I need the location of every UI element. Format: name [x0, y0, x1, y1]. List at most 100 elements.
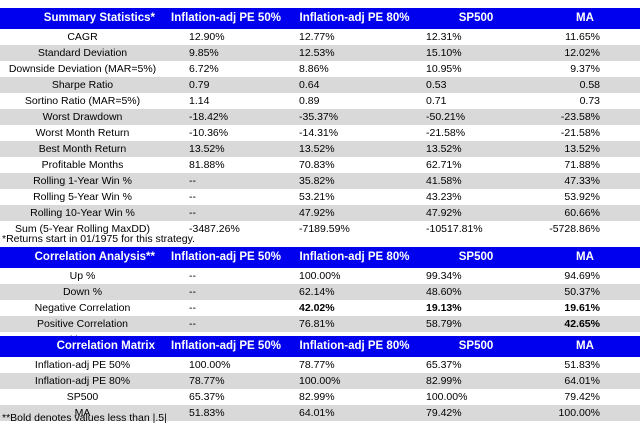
cell-pe80: 0.64: [287, 77, 422, 93]
cell-sp500: -21.58%: [426, 127, 466, 139]
summary-row: Rolling 5-Year Win % -- 53.21% 43.23% 53.92%: [0, 189, 640, 205]
cell-ma: 100.00%: [530, 405, 640, 421]
summary-row: Rolling 10-Year Win % -- 47.92% 47.92% 60.66…: [0, 205, 640, 221]
row-label: MA: [0, 405, 165, 421]
summary-row: Best Month Return 13.52% 13.52% 13.52% 13.52…: [0, 141, 640, 157]
cell-pe50: 12.90%: [189, 31, 225, 43]
cell-pe50: -3487.26%: [189, 223, 240, 235]
row-label: Inflation-adj PE 50%: [34, 359, 131, 371]
row-label: Sortino Ratio (MAR=5%): [24, 95, 141, 107]
cell-pe50: 9.85%: [165, 45, 287, 61]
cell-sp500: 13.52%: [422, 141, 530, 157]
cell-pe50: 78.77%: [165, 373, 287, 389]
cell-ma: 12.02%: [530, 45, 640, 61]
cell-ma: 64.01%: [530, 373, 640, 389]
row-label: CAGR: [67, 31, 98, 43]
cell-sp500: 0.71: [426, 95, 447, 107]
matrix-row: Inflation-adj PE 50% 100.00% 78.77% 65.37% 5…: [0, 357, 640, 373]
cell-pe80: 64.01%: [287, 405, 422, 421]
cell-ma: 11.65%: [565, 31, 600, 43]
row-label: Sum (5-Year Rolling MaxDD): [15, 223, 150, 235]
cell-ma: 9.37%: [570, 63, 600, 75]
cell-pe50: --: [189, 270, 196, 282]
row-label: Sharpe Ratio: [0, 77, 165, 93]
cell-pe50: 81.88%: [189, 159, 225, 171]
cell-pe50: 0.79: [165, 77, 287, 93]
cell-sp500: 79.42%: [422, 405, 530, 421]
cell-pe80: -35.37%: [287, 109, 422, 125]
cell-ma: 71.88%: [564, 159, 600, 171]
matrix-row: MA 51.83% 64.01% 79.42% 100.00%: [0, 405, 640, 421]
row-label: Worst Month Return: [35, 127, 130, 139]
cell-pe80: 62.14%: [287, 284, 422, 300]
cell-pe50: -18.42%: [165, 109, 287, 125]
cell-pe80: 35.82%: [287, 173, 422, 189]
cell-pe50: 100.00%: [189, 359, 231, 371]
cell-pe50: 51.83%: [165, 405, 287, 421]
column-header-sp500: SP500: [422, 8, 530, 29]
cell-sp500: 48.60%: [422, 284, 530, 300]
column-header-pe80: Inflation-adj PE 80%: [287, 336, 422, 357]
correlation-row: Negative Correlation -- 42.02% 19.13% 19.61%: [0, 300, 640, 316]
column-header-pe50: Inflation-adj PE 50%: [165, 8, 287, 29]
cell-sp500: 100.00%: [426, 391, 468, 403]
row-label: SP500: [66, 391, 99, 403]
summary-row: Worst Month Return -10.36% -14.31% -21.58% -…: [0, 125, 640, 141]
row-label: Best Month Return: [0, 141, 165, 157]
cell-ma: 19.61%: [564, 302, 600, 314]
cell-pe50: 6.72%: [189, 63, 219, 75]
cell-ma: 53.92%: [564, 191, 600, 203]
summary-row: Downside Deviation (MAR=5%) 6.72% 8.86% 10.…: [0, 61, 640, 77]
cell-sp500: 99.34%: [426, 270, 462, 282]
cell-pe50: --: [165, 284, 287, 300]
cell-pe80: 76.81%: [287, 316, 422, 332]
cell-sp500: 47.92%: [422, 205, 530, 221]
correlation-row: Up % -- 100.00% 99.34% 94.69%: [0, 268, 640, 284]
summary-footnote: *Returns start in 01/1975 for this strat…: [2, 233, 195, 245]
cell-sp500: 43.23%: [426, 191, 462, 203]
cell-pe50: 13.52%: [165, 141, 287, 157]
row-label: Standard Deviation: [0, 45, 165, 61]
cell-sp500: 19.13%: [426, 302, 462, 314]
summary-row: Sortino Ratio (MAR=5%) 1.14 0.89 0.71 0.73: [0, 93, 640, 109]
summary-row: Sum (5-Year Rolling MaxDD) -3487.26% -7189…: [0, 221, 640, 237]
summary-row: Profitable Months 81.88% 70.83% 62.71% 71.88…: [0, 157, 640, 173]
summary-row: Standard Deviation 9.85% 12.53% 15.10% 12.02…: [0, 45, 640, 61]
cell-pe80: 82.99%: [299, 391, 335, 403]
summary-statistics-table: Summary Statistics* Inflation-adj PE 50%…: [0, 8, 640, 237]
row-label: Inflation-adj PE 80%: [0, 373, 165, 389]
column-header-pe80: Inflation-adj PE 80%: [287, 247, 422, 268]
cell-pe80: 78.77%: [299, 359, 335, 371]
cell-pe50: -10.36%: [189, 127, 229, 139]
cell-pe80: 100.00%: [287, 373, 422, 389]
column-header-sp500: SP500: [422, 336, 530, 357]
cell-pe50: --: [165, 316, 287, 332]
row-label: Rolling 1-Year Win %: [0, 173, 165, 189]
row-label: Downside Deviation (MAR=5%): [8, 63, 157, 75]
cell-pe50: --: [189, 191, 196, 203]
matrix-row: Inflation-adj PE 80% 78.77% 100.00% 82.99% 6…: [0, 373, 640, 389]
cell-pe80: 42.02%: [299, 302, 335, 314]
cell-sp500: 0.53: [422, 77, 530, 93]
cell-pe80: 0.89: [299, 95, 320, 107]
cell-sp500: -50.21%: [422, 109, 530, 125]
column-header-ma: MA: [530, 336, 640, 357]
cell-pe80: -14.31%: [299, 127, 339, 139]
cell-ma: -21.58%: [560, 127, 600, 139]
cell-sp500: 41.58%: [422, 173, 530, 189]
summary-row: Sharpe Ratio 0.79 0.64 0.53 0.58: [0, 77, 640, 93]
column-header-ma: MA: [530, 8, 640, 29]
matrix-title: Correlation Matrix: [0, 336, 165, 357]
cell-pe50: --: [189, 302, 196, 314]
cell-sp500: 15.10%: [422, 45, 530, 61]
cell-ma: 0.73: [579, 95, 600, 107]
cell-ma: 51.83%: [564, 359, 600, 371]
row-label: Rolling 10-Year Win %: [0, 205, 165, 221]
summary-row: Worst Drawdown -18.42% -35.37% -50.21% -23.5…: [0, 109, 640, 125]
matrix-header-row: Correlation Matrix Inflation-adj PE 50% …: [0, 336, 640, 357]
cell-pe80: 100.00%: [299, 270, 341, 282]
cell-pe50: --: [165, 205, 287, 221]
cell-ma: 50.37%: [530, 284, 640, 300]
cell-sp500: 58.79%: [422, 316, 530, 332]
cell-pe50: 1.14: [189, 95, 210, 107]
